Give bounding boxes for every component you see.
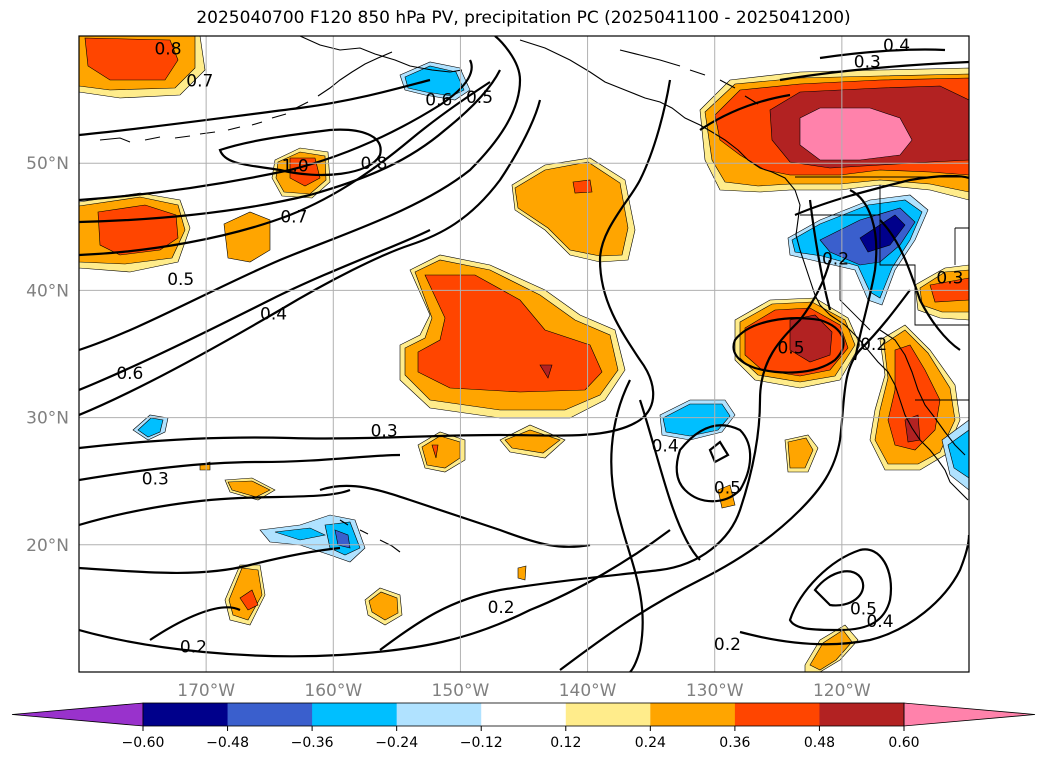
lon-label: 150°W bbox=[432, 681, 490, 701]
coastlines bbox=[99, 36, 969, 553]
contour-label: 0.5 bbox=[714, 479, 741, 499]
contour-label: 0.3 bbox=[142, 470, 169, 490]
contour-label: 0.4 bbox=[652, 437, 679, 457]
contour-label: 0.5 bbox=[466, 88, 493, 108]
contour-label: 0.7 bbox=[280, 208, 307, 228]
lat-label: 20°N bbox=[26, 536, 69, 556]
contour-label: 0.4 bbox=[866, 612, 893, 632]
colorbar-tick-label: 0.12 bbox=[550, 735, 581, 751]
contour-label: 1.0 bbox=[282, 157, 309, 177]
colorbar-segment bbox=[481, 703, 567, 726]
colorbar-segment bbox=[227, 703, 313, 726]
colorbar-tick-label: −0.36 bbox=[291, 735, 334, 751]
lon-label: 140°W bbox=[559, 681, 617, 701]
contour-label: 0.8 bbox=[154, 40, 181, 60]
colorbar-frame bbox=[142, 702, 905, 727]
contour-label: 0.7 bbox=[186, 72, 213, 92]
contour-label: 0.2 bbox=[822, 250, 849, 270]
colorbar-tick-label: 0.48 bbox=[804, 735, 835, 751]
map-frame bbox=[78, 35, 970, 673]
colorbar-segment bbox=[565, 703, 651, 726]
contour-label: 0.5 bbox=[850, 599, 877, 619]
colorbar-segment bbox=[396, 703, 482, 726]
contour-label: 0.2 bbox=[714, 635, 741, 655]
colorbar-tick-label: −0.48 bbox=[206, 735, 249, 751]
colorbar-extend-low bbox=[11, 702, 144, 727]
contour-labels: 0.80.71.0 0.80.70.6 0.50.50.40.60.30.30.20… bbox=[116, 36, 963, 658]
colorbar-tick-label: 0.60 bbox=[888, 735, 919, 751]
lon-label: 170°W bbox=[177, 681, 235, 701]
colorbar-extend-high bbox=[903, 702, 1036, 727]
lat-label: 30°N bbox=[26, 409, 69, 429]
lon-label: 130°W bbox=[686, 681, 744, 701]
contour-label: 0.4 bbox=[883, 36, 910, 56]
contour-label: 0.3 bbox=[936, 269, 963, 289]
lat-label: 40°N bbox=[26, 281, 69, 301]
colorbar-segment bbox=[143, 703, 229, 726]
lat-label: 50°N bbox=[26, 154, 69, 174]
colorbar-tick-label: 0.36 bbox=[719, 735, 750, 751]
contour-label: 0.8 bbox=[360, 154, 387, 174]
colorbar-segment bbox=[734, 703, 820, 726]
contour-label: 0.5 bbox=[167, 270, 194, 290]
lon-label: 160°W bbox=[304, 681, 362, 701]
colorbar-tick-label: 0.24 bbox=[635, 735, 666, 751]
colorbar-tick-label: −0.12 bbox=[460, 735, 503, 751]
colorbar-segment bbox=[650, 703, 736, 726]
colorbar-segment bbox=[819, 703, 905, 726]
contour-label: 0.6 bbox=[425, 91, 452, 111]
contour-label: 0.5 bbox=[777, 339, 804, 359]
contour-label: 0.2 bbox=[180, 638, 207, 658]
colorbar-tick-label: −0.24 bbox=[375, 735, 418, 751]
colorbar-segment bbox=[312, 703, 398, 726]
lat-lon-gridlines bbox=[79, 36, 969, 672]
lon-label: 120°W bbox=[813, 681, 871, 701]
map-plot-area: 0.80.71.0 0.80.70.6 0.50.50.40.60.30.30.20… bbox=[79, 36, 969, 672]
contour-label: 0.2 bbox=[860, 335, 887, 355]
contour-label: 0.3 bbox=[371, 421, 398, 441]
pv-contour-lines bbox=[79, 36, 969, 672]
colorbar-tick-label: −0.60 bbox=[122, 735, 165, 751]
contour-label: 0.4 bbox=[260, 304, 287, 324]
political-borders bbox=[795, 176, 969, 401]
contour-label: 0.3 bbox=[854, 52, 881, 72]
colorbar: −0.60 −0.48 −0.36 −0.24 −0.12 0.12 0.24 0.36 0.4… bbox=[11, 702, 1036, 751]
contour-label: 0.6 bbox=[116, 364, 143, 384]
contour-label: 0.2 bbox=[488, 598, 515, 618]
map-axis-labels: 50°N 40°N 30°N 20°N 170°W 160°W 150°W 140°W 130°… bbox=[26, 154, 871, 701]
map-title: 2025040700 F120 850 hPa PV, precipitatio… bbox=[196, 8, 851, 28]
